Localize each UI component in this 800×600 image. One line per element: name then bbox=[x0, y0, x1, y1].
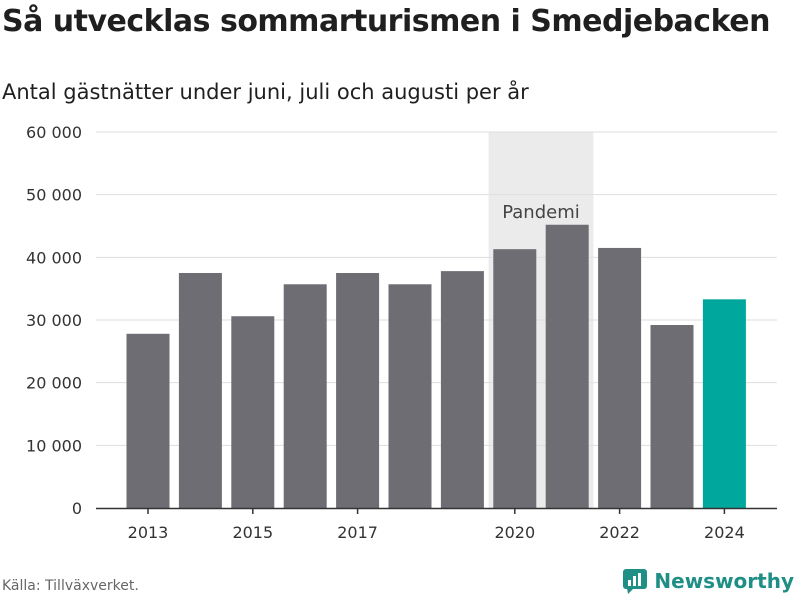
x-tick-label: 2017 bbox=[337, 523, 378, 542]
y-tick-label: 30 000 bbox=[26, 311, 82, 330]
x-tick-label: 2024 bbox=[704, 523, 745, 542]
bar-2013 bbox=[126, 333, 170, 508]
source-note: Källa: Tillväxverket. bbox=[2, 578, 139, 594]
chart-title: Så utvecklas sommarturismen i Smedjeback… bbox=[2, 4, 770, 39]
brand-name: Newsworthy bbox=[654, 569, 794, 593]
newsworthy-logo-icon bbox=[623, 569, 648, 594]
y-tick-label: 40 000 bbox=[26, 248, 82, 267]
bar-2016 bbox=[283, 284, 327, 508]
chart-subtitle: Antal gästnätter under juni, juli och au… bbox=[2, 80, 529, 104]
y-tick-label: 0 bbox=[72, 499, 82, 518]
bar-2014 bbox=[178, 273, 222, 508]
y-tick-label: 50 000 bbox=[26, 186, 82, 205]
bar-2020 bbox=[493, 249, 537, 509]
bar-2017 bbox=[336, 273, 380, 508]
bar-2018 bbox=[388, 284, 432, 508]
y-tick-label: 10 000 bbox=[26, 436, 82, 455]
bar-2023 bbox=[650, 325, 694, 508]
y-tick-label: 20 000 bbox=[26, 374, 82, 393]
bar-2022 bbox=[598, 247, 642, 508]
bar-2024 bbox=[702, 299, 746, 508]
x-tick-label: 2015 bbox=[232, 523, 273, 542]
bar-2021 bbox=[545, 224, 589, 508]
shaded-region-label: Pandemi bbox=[502, 202, 580, 223]
x-tick-label: 2013 bbox=[128, 523, 169, 542]
bar-2019 bbox=[440, 271, 484, 508]
x-tick-label: 2020 bbox=[494, 523, 535, 542]
x-tick-label: 2022 bbox=[599, 523, 640, 542]
bar-2015 bbox=[231, 316, 275, 508]
brand-logo: Newsworthy bbox=[622, 568, 794, 594]
y-tick-label: 60 000 bbox=[26, 123, 82, 142]
